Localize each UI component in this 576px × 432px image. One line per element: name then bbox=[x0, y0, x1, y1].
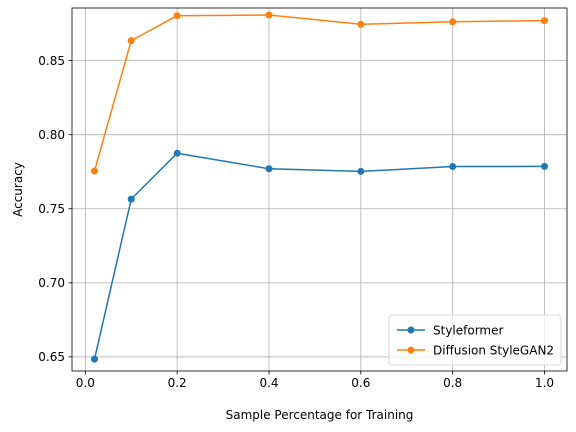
legend: Styleformer Diffusion StyleGAN2 bbox=[388, 314, 562, 366]
data-point bbox=[449, 18, 457, 26]
y-tick-label: 0.85 bbox=[38, 54, 65, 68]
data-point bbox=[357, 167, 365, 175]
data-point bbox=[357, 20, 365, 28]
series-1 bbox=[91, 11, 548, 175]
data-point bbox=[541, 162, 548, 170]
data-point bbox=[541, 17, 548, 25]
legend-label: Styleformer bbox=[433, 323, 504, 337]
x-tick-label: 0.8 bbox=[443, 376, 462, 390]
x-tick-label: 0.0 bbox=[76, 376, 95, 390]
y-axis: 0.65 0.70 0.75 0.80 0.85 bbox=[38, 54, 72, 364]
y-tick-label: 0.65 bbox=[38, 350, 65, 364]
y-tick-label: 0.70 bbox=[38, 276, 65, 290]
data-point bbox=[173, 149, 181, 157]
x-tick-label: 1.0 bbox=[535, 376, 554, 390]
legend-label: Diffusion StyleGAN2 bbox=[433, 343, 554, 357]
plot-frame bbox=[71, 7, 568, 372]
data-point bbox=[265, 11, 273, 19]
data-point bbox=[127, 195, 135, 203]
y-axis-label: Accuracy bbox=[11, 162, 25, 217]
data-point bbox=[91, 167, 98, 175]
grid-lines bbox=[72, 8, 567, 371]
y-tick-label: 0.75 bbox=[38, 202, 65, 216]
data-point bbox=[127, 37, 135, 45]
data-point bbox=[265, 165, 273, 173]
series-lines bbox=[91, 11, 548, 363]
legend-box bbox=[388, 314, 562, 366]
data-point bbox=[173, 12, 181, 20]
legend-marker bbox=[407, 326, 415, 334]
series-0 bbox=[91, 149, 548, 363]
legend-marker bbox=[407, 346, 415, 354]
x-axis-label: Sample Percentage for Training bbox=[226, 408, 414, 422]
x-axis: 0.0 0.2 0.4 0.6 0.8 1.0 bbox=[76, 371, 554, 390]
x-tick-label: 0.2 bbox=[168, 376, 187, 390]
y-tick-label: 0.80 bbox=[38, 128, 65, 142]
data-point bbox=[449, 163, 457, 171]
x-tick-label: 0.4 bbox=[259, 376, 278, 390]
x-tick-label: 0.6 bbox=[351, 376, 370, 390]
data-point bbox=[91, 355, 98, 363]
